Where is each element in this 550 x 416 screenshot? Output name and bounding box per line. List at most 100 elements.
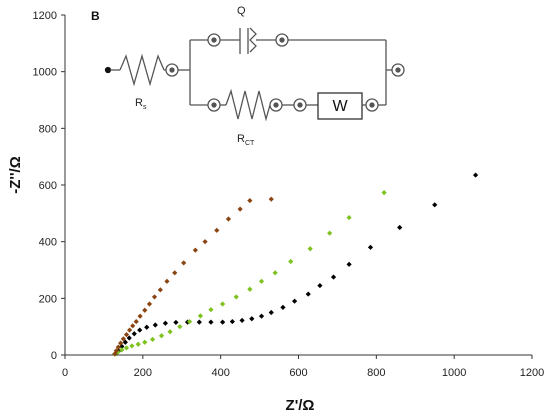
x-tick-label: 600	[289, 367, 307, 379]
data-point	[367, 244, 374, 250]
data-point	[129, 343, 135, 349]
resistor-rct-symbol	[225, 88, 271, 122]
warburg-element-box	[317, 92, 363, 120]
circuit-node-dot	[211, 37, 217, 43]
data-point	[142, 339, 148, 345]
y-tick-label: 800	[39, 123, 57, 135]
data-point	[305, 291, 311, 297]
data-point	[202, 239, 208, 245]
data-point	[317, 282, 323, 289]
data-point	[432, 202, 438, 208]
data-point	[249, 316, 255, 322]
x-axis-title: Z'/Ω	[286, 397, 315, 414]
data-point	[142, 307, 148, 313]
data-point	[186, 318, 193, 325]
data-point	[113, 348, 119, 354]
circuit-input-terminal	[104, 66, 112, 74]
panel-label: B	[91, 9, 100, 23]
x-tick-label: 1000	[442, 367, 466, 379]
data-point	[268, 196, 274, 202]
data-point	[137, 313, 143, 319]
y-tick-group: 0 200 400 600 800 1000 1200	[33, 10, 65, 362]
data-point	[172, 270, 178, 276]
data-point	[381, 190, 387, 196]
data-point	[327, 230, 333, 236]
data-point	[135, 341, 141, 347]
data-point	[115, 344, 121, 350]
data-point	[472, 172, 479, 178]
rs-label-main: R	[135, 97, 143, 109]
data-point	[181, 260, 187, 266]
data-point	[123, 345, 130, 351]
y-axis-title: -Z''/Ω	[7, 156, 24, 194]
data-point	[144, 324, 150, 330]
y-tick-label: 200	[39, 293, 57, 305]
circuit-node-dot	[211, 102, 217, 108]
data-point	[208, 319, 214, 325]
data-point	[173, 319, 179, 326]
data-point	[247, 197, 253, 204]
data-point	[220, 301, 226, 307]
data-point	[229, 318, 235, 325]
data-point	[239, 317, 245, 324]
data-point	[137, 327, 143, 333]
data-point	[247, 286, 253, 292]
data-point	[112, 351, 118, 357]
circuit-node-dot	[279, 37, 285, 43]
data-point	[196, 319, 202, 325]
y-tick-label: 1000	[33, 67, 57, 79]
data-point	[272, 270, 278, 276]
equivalent-circuit-diagram	[104, 27, 405, 122]
data-point	[330, 274, 337, 280]
q-label: Q	[237, 5, 246, 17]
data-point	[122, 339, 128, 345]
data-point	[307, 246, 313, 252]
data-point	[126, 335, 132, 341]
resistor-rs-symbol	[119, 53, 165, 87]
rct-label: RCT	[237, 133, 255, 147]
circuit-node-dot	[297, 102, 303, 108]
data-point	[397, 224, 403, 231]
series-2	[112, 196, 274, 357]
y-tick-label: 0	[51, 350, 57, 362]
data-point	[258, 313, 265, 319]
x-tick-group: 0 200 400 600 800 1000 1200	[62, 355, 544, 379]
data-point	[119, 347, 125, 353]
data-point	[208, 307, 214, 313]
circuit-node-dot	[273, 102, 279, 108]
data-point	[280, 304, 286, 310]
rs-label: Rs	[135, 97, 147, 111]
x-tick-label: 1200	[520, 367, 544, 379]
data-point	[149, 336, 156, 343]
circuit-node-dot	[395, 67, 401, 73]
rs-label-sub: s	[143, 104, 147, 111]
data-point	[146, 301, 153, 307]
data-point	[133, 318, 139, 325]
data-point	[151, 294, 158, 300]
x-tick-label: 0	[62, 367, 68, 379]
y-tick-label: 400	[39, 237, 57, 249]
data-point	[118, 340, 124, 346]
data-point	[120, 336, 126, 342]
cpe-element-symbol	[249, 27, 257, 53]
circuit-node	[391, 63, 405, 77]
circuit-node-dot	[169, 67, 175, 73]
data-point	[214, 227, 220, 233]
data-point	[177, 324, 183, 330]
data-point	[220, 319, 226, 325]
y-tick-label: 600	[39, 180, 57, 192]
data-point	[197, 313, 204, 319]
data-point	[346, 214, 352, 221]
data-point	[237, 206, 243, 212]
series-0	[112, 172, 479, 357]
data-point	[131, 331, 137, 337]
rct-label-sub: CT	[245, 140, 255, 147]
warburg-label: W	[332, 98, 348, 115]
data-point	[292, 298, 298, 304]
data-point	[346, 261, 352, 267]
data-point	[167, 329, 173, 335]
data-point	[233, 294, 239, 300]
data-point	[158, 333, 165, 339]
data-point	[157, 287, 163, 293]
